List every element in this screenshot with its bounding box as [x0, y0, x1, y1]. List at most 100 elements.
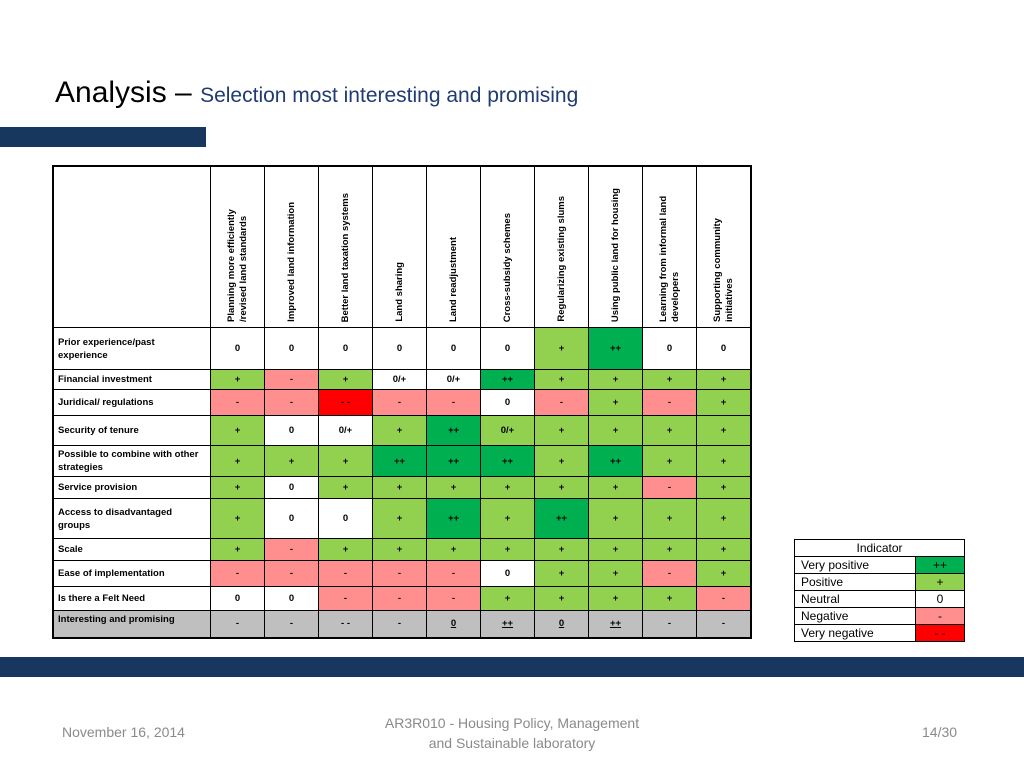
indicator-legend: Indicator Very positive ++ Positive + Neutra…: [794, 539, 965, 642]
matrix-cell: +: [372, 498, 427, 539]
matrix-summary-value: - -: [341, 618, 350, 630]
matrix-cell: 0: [480, 560, 535, 587]
matrix-cell: +: [642, 445, 697, 477]
matrix-cell: +: [480, 586, 535, 611]
matrix-cell: 0: [372, 327, 427, 370]
matrix-cell: +: [318, 369, 373, 390]
matrix-cell: +: [588, 498, 643, 539]
matrix-cell: ++: [480, 369, 535, 390]
matrix-cell: +: [372, 538, 427, 561]
legend-label: Positive: [794, 573, 916, 591]
matrix-row: Scale + - + + + + + + + +: [52, 538, 752, 561]
matrix-summary-cell: -: [642, 610, 697, 638]
matrix-cell: -: [318, 586, 373, 611]
matrix-cell: 0/+: [480, 415, 535, 446]
matrix-cell: -: [264, 389, 319, 416]
matrix-cell: ++: [372, 445, 427, 477]
matrix-cell: 0: [264, 586, 319, 611]
matrix-summary-cell: -: [696, 610, 752, 638]
matrix-column-header: Improved land information: [264, 165, 319, 328]
matrix-column-header: Better land taxation systems: [318, 165, 373, 328]
matrix-cell: ++: [426, 498, 481, 539]
matrix-cell: +: [696, 445, 752, 477]
matrix-row-label: Ease of implementation: [52, 560, 211, 587]
matrix-column-header-label: Land readjustment: [447, 237, 459, 322]
matrix-cell: +: [588, 476, 643, 499]
matrix-row-label: Prior experience/past experience: [52, 327, 211, 370]
matrix-cell: +: [642, 415, 697, 446]
matrix-summary-cell: ++: [588, 610, 643, 638]
matrix-row: Prior experience/past experience 0 0 0 0 0 0 + +…: [52, 327, 752, 370]
matrix-column-header-label: Supporting community initiatives: [711, 218, 735, 322]
matrix-summary-value: ++: [609, 618, 622, 630]
matrix-cell: +: [534, 538, 589, 561]
matrix-cell: -: [426, 389, 481, 416]
matrix-cell: ++: [480, 445, 535, 477]
matrix-cell: +: [534, 415, 589, 446]
matrix-cell: 0: [210, 586, 265, 611]
matrix-row: Possible to combine with other strategie…: [52, 445, 752, 477]
matrix-column-header: Regularizing existing slums: [534, 165, 589, 328]
matrix-cell: +: [534, 445, 589, 477]
legend-label: Neutral: [794, 590, 916, 608]
matrix-row: Ease of implementation - - - - -0 + + - +: [52, 560, 752, 587]
matrix-column-header-label: Cross-subsidy schemes: [501, 212, 513, 322]
matrix-row: Service provision +0 + + + + + + - +: [52, 476, 752, 499]
matrix-summary-value: -: [721, 618, 726, 630]
matrix-cell: +: [642, 538, 697, 561]
matrix-column-header: Learning from informal land developers: [642, 165, 697, 328]
matrix-cell: +: [588, 369, 643, 390]
matrix-cell: +: [480, 538, 535, 561]
footer-date: November 16, 2014: [62, 724, 185, 740]
legend-label: Negative: [794, 607, 916, 625]
matrix-summary-value: -: [667, 618, 672, 630]
matrix-row: Access to disadvantaged groups +0 0 + ++ + ++ +…: [52, 498, 752, 539]
matrix-cell: -: [264, 560, 319, 587]
matrix-cell: -: [642, 389, 697, 416]
footer-course: AR3R010 - Housing Policy, Management and…: [352, 713, 672, 753]
matrix-column-header-label: Learning from informal land developers: [657, 195, 681, 322]
matrix-cell: -: [642, 476, 697, 499]
matrix-cell: +: [696, 538, 752, 561]
matrix-summary-cell: -: [372, 610, 427, 638]
matrix-cell: -: [210, 389, 265, 416]
matrix-column-header: Supporting community initiatives: [696, 165, 752, 328]
matrix-cell: +: [588, 415, 643, 446]
matrix-column-header: Using public land for housing: [588, 165, 643, 328]
matrix-cell: 0: [264, 415, 319, 446]
matrix-cell: 0: [264, 327, 319, 370]
matrix-row-label: Security of tenure: [52, 415, 211, 446]
legend-symbol: - -: [915, 624, 965, 642]
matrix-column-header-label: Improved land information: [285, 202, 297, 322]
matrix-cell: -: [210, 560, 265, 587]
matrix-cell: +: [318, 476, 373, 499]
footer-page-number: 14/30: [922, 724, 958, 740]
matrix-cell: -: [426, 560, 481, 587]
matrix-column-header-label: Regularizing existing slums: [555, 196, 567, 322]
matrix-cell: +: [642, 498, 697, 539]
matrix-cell: +: [426, 538, 481, 561]
matrix-cell: 0: [426, 327, 481, 370]
matrix-summary-value: 0: [558, 618, 565, 630]
matrix-cell: +: [210, 415, 265, 446]
matrix-cell: ++: [588, 445, 643, 477]
matrix-cell: ++: [426, 445, 481, 477]
matrix-cell: +: [588, 586, 643, 611]
matrix-cell: +: [696, 476, 752, 499]
matrix-cell: - -: [318, 389, 373, 416]
matrix-cell: +: [318, 538, 373, 561]
matrix-column-header: Cross-subsidy schemes: [480, 165, 535, 328]
matrix-cell: 0: [318, 498, 373, 539]
matrix-cell: +: [426, 476, 481, 499]
matrix-cell: 0: [210, 327, 265, 370]
matrix-cell: +: [696, 369, 752, 390]
matrix-cell: +: [480, 476, 535, 499]
matrix-cell: +: [696, 498, 752, 539]
matrix-cell: -: [696, 586, 752, 611]
matrix-cell: +: [480, 498, 535, 539]
legend-symbol: -: [915, 607, 965, 625]
matrix-row-label: Financial investment: [52, 369, 211, 390]
matrix-cell: -: [372, 560, 427, 587]
matrix-summary-value: -: [235, 618, 240, 630]
matrix-cell: ++: [426, 415, 481, 446]
